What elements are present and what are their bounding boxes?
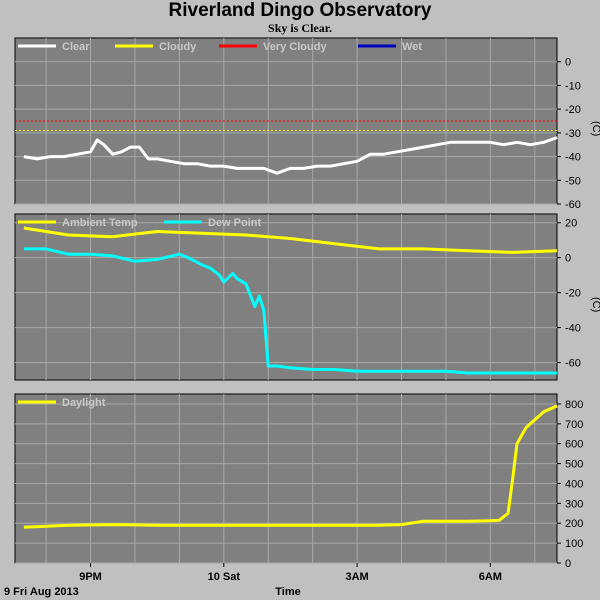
x-tick-label: 10 Sat — [208, 571, 241, 583]
legend-label: Cloudy — [159, 41, 197, 53]
x-tick-label: 3AM — [345, 571, 368, 583]
legend-label: Very Cloudy — [263, 41, 327, 53]
y-tick-label: -60 — [565, 358, 581, 370]
y-tick-label: 800 — [565, 399, 583, 411]
page-title: Riverland Dingo Observatory — [168, 0, 432, 21]
y-tick-label: -40 — [565, 323, 581, 335]
y-tick-label: -50 — [565, 175, 581, 187]
y-axis-unit-label: (C) — [590, 121, 600, 136]
plot-area-daylight — [14, 393, 558, 564]
date-label: 9 Fri Aug 2013 — [4, 586, 79, 598]
y-axis-unit-label: (C) — [590, 297, 600, 312]
legend-label: Dew Point — [208, 217, 262, 229]
plot-area-temp — [14, 213, 558, 381]
y-tick-label: 400 — [565, 478, 583, 490]
x-axis-title: Time — [275, 586, 300, 598]
page-subtitle: Sky is Clear. — [268, 21, 332, 35]
y-tick-label: 20 — [565, 218, 577, 230]
x-tick-label: 6AM — [479, 571, 502, 583]
y-tick-label: 0 — [565, 253, 571, 265]
y-tick-label: -30 — [565, 128, 581, 140]
legend-label: Daylight — [62, 397, 106, 409]
y-tick-label: 600 — [565, 439, 583, 451]
legend-label: Wet — [402, 41, 422, 53]
y-tick-label: 700 — [565, 419, 583, 431]
series-line-clear — [23, 136, 558, 175]
series-line-daylight — [23, 404, 558, 529]
y-tick-label: 0 — [565, 57, 571, 69]
plot-area-sky — [14, 37, 558, 205]
y-tick-label: -60 — [565, 199, 581, 211]
y-tick-label: 100 — [565, 538, 583, 550]
x-tick-label: 9PM — [79, 571, 102, 583]
y-tick-label: -10 — [565, 80, 581, 92]
legend-label: Clear — [62, 41, 90, 53]
series-line-ambient-temp — [23, 226, 558, 254]
y-tick-label: -40 — [565, 152, 581, 164]
series-line-dew-point — [23, 247, 557, 375]
legend-label: Ambient Temp — [62, 217, 138, 229]
y-tick-label: 500 — [565, 459, 583, 471]
y-tick-label: -20 — [565, 104, 581, 116]
y-tick-label: 0 — [565, 558, 571, 570]
y-tick-label: -20 — [565, 288, 581, 300]
y-tick-label: 300 — [565, 498, 583, 510]
y-tick-label: 200 — [565, 518, 583, 530]
